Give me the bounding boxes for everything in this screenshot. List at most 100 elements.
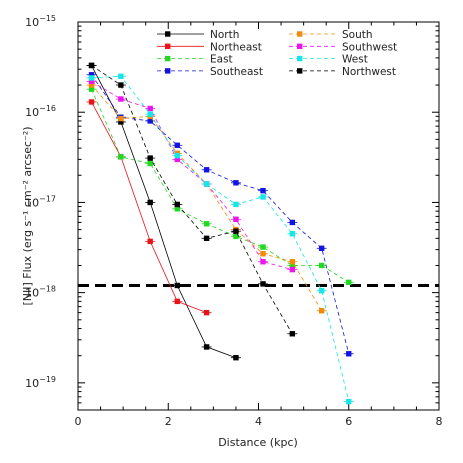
- legend-marker-southeast: [165, 68, 171, 74]
- data-point: [203, 181, 210, 187]
- legend-label-northwest: Northwest: [342, 66, 396, 78]
- legend-label-west: West: [342, 54, 368, 66]
- data-point: [88, 72, 95, 78]
- y-tick-exponent: −16: [39, 104, 56, 113]
- data-point: [346, 279, 352, 286]
- series-line-northwest: [91, 65, 293, 335]
- data-point: [118, 115, 124, 122]
- data-point: [233, 180, 239, 186]
- legend-marker-southwest: [297, 43, 303, 49]
- data-point: [289, 266, 296, 273]
- legend-marker-west: [297, 55, 303, 62]
- legend-label-southwest: Southwest: [342, 41, 397, 53]
- data-point: [318, 308, 325, 314]
- data-point: [174, 201, 180, 208]
- data-point: [203, 221, 210, 227]
- data-point: [147, 238, 153, 245]
- data-point: [174, 142, 180, 148]
- data-point: [233, 216, 239, 222]
- x-tick-label: 6: [345, 415, 352, 428]
- series-layer: [86, 62, 354, 405]
- data-point: [260, 259, 266, 265]
- legend-marker-south: [297, 31, 303, 37]
- y-tick-label: 10−16: [25, 104, 56, 119]
- data-point: [174, 298, 180, 305]
- data-point: [233, 201, 239, 208]
- x-tick-label: 8: [436, 415, 443, 428]
- data-point: [260, 244, 266, 250]
- data-point: [289, 219, 296, 226]
- y-tick-label: 10−17: [25, 194, 56, 209]
- legend-marker-east: [165, 55, 171, 62]
- data-point: [118, 96, 124, 102]
- data-point: [118, 154, 124, 160]
- data-point: [318, 262, 325, 269]
- x-axis-label: Distance (kpc): [218, 436, 298, 449]
- legend-marker-northwest: [297, 68, 303, 74]
- data-point: [289, 259, 296, 265]
- series-southwest: [86, 78, 298, 273]
- plot-area: [77, 21, 440, 411]
- data-point: [88, 99, 95, 105]
- data-point: [88, 62, 95, 69]
- series-line-southeast: [91, 74, 350, 354]
- data-point: [88, 75, 95, 81]
- y-tick-label: 10−15: [25, 14, 56, 29]
- data-point: [88, 78, 95, 85]
- y-tick-mantissa: 10: [25, 377, 39, 390]
- legend-label-south: South: [342, 29, 373, 41]
- y-tick-label: 10−19: [25, 375, 56, 390]
- data-point: [260, 251, 266, 257]
- data-point: [203, 344, 210, 350]
- data-point: [203, 167, 210, 173]
- data-point: [118, 73, 124, 80]
- data-point: [88, 86, 95, 92]
- y-tick-mantissa: 10: [25, 287, 39, 300]
- data-point: [233, 228, 239, 234]
- x-tick-label: 2: [165, 415, 172, 428]
- data-point: [147, 199, 153, 206]
- series-line-west: [91, 75, 350, 402]
- data-point: [289, 331, 296, 337]
- data-point: [289, 262, 296, 269]
- data-point: [318, 288, 325, 294]
- data-point: [174, 282, 180, 289]
- y-tick-mantissa: 10: [25, 106, 39, 119]
- data-point: [233, 233, 239, 240]
- y-tick-label: 10−18: [25, 285, 56, 300]
- data-point: [147, 160, 153, 167]
- legend-marker-northeast: [165, 43, 171, 49]
- legend-label-southeast: Southeast: [210, 66, 263, 78]
- legend-marker-north: [165, 31, 171, 37]
- data-point: [289, 231, 296, 237]
- data-point: [118, 82, 124, 88]
- series-east: [86, 86, 354, 286]
- data-point: [174, 156, 180, 163]
- data-point: [147, 155, 153, 161]
- x-tick-label: 0: [75, 415, 82, 428]
- data-point: [174, 152, 180, 159]
- data-point: [233, 354, 239, 361]
- series-line-southwest: [91, 80, 293, 270]
- y-tick-exponent: −15: [39, 14, 56, 23]
- series-northwest: [86, 62, 298, 337]
- y-tick-mantissa: 10: [25, 16, 39, 29]
- data-point: [203, 235, 210, 242]
- data-point: [260, 281, 266, 287]
- y-axis-label: [NII] Flux (erg s⁻¹ cm⁻² arcsec⁻²): [21, 126, 34, 305]
- series-line-east: [91, 89, 350, 283]
- legend-label-northeast: Northeast: [210, 41, 262, 53]
- data-point: [147, 118, 153, 124]
- x-tick-label: 4: [255, 415, 262, 428]
- data-point: [203, 309, 210, 316]
- data-point: [88, 82, 95, 88]
- y-tick-exponent: −17: [39, 194, 56, 203]
- data-point: [174, 206, 180, 212]
- y-tick-exponent: −19: [39, 375, 56, 384]
- data-point: [147, 111, 153, 117]
- legend-label-east: East: [210, 54, 233, 66]
- data-point: [318, 245, 325, 252]
- data-point: [260, 187, 266, 194]
